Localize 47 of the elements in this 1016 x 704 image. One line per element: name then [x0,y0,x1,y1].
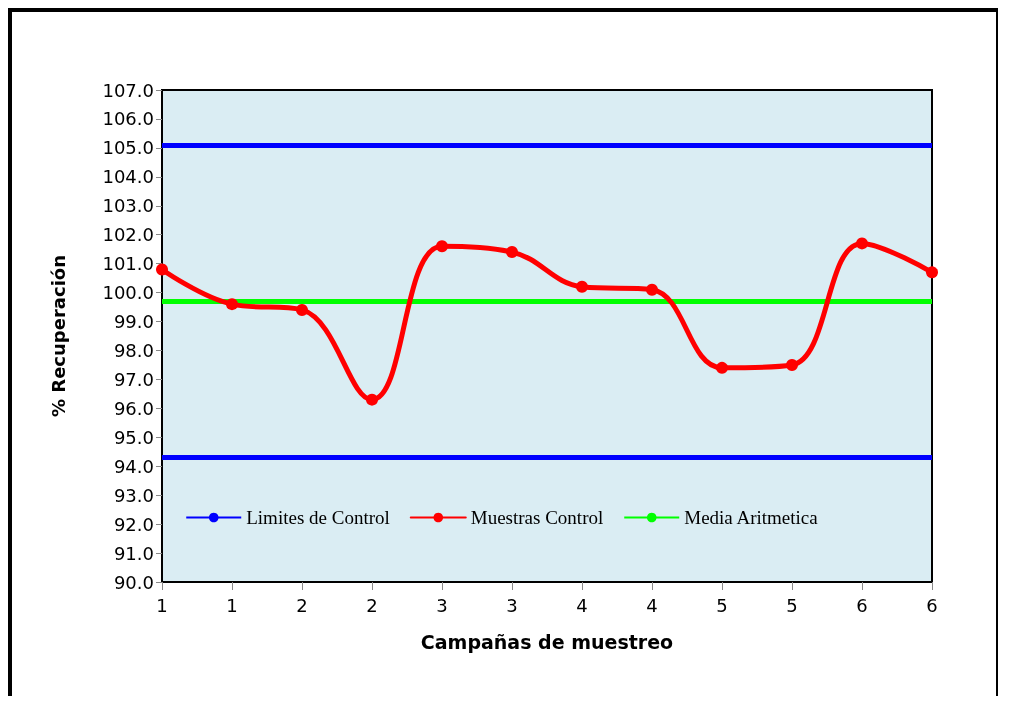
x-tick-label: 2 [366,594,378,616]
x-axis-title: Campañas de muestreo [420,630,674,653]
y-tick-label: 96.0 [113,397,154,419]
point [226,298,238,311]
x-tick-label: 5 [786,594,798,616]
x-tick-label: 6 [856,594,868,616]
y-tick-label: 103.0 [102,195,154,217]
x-tick-label: 2 [296,594,308,616]
y-tick-label: 104.0 [102,166,154,188]
point [156,263,168,276]
point [786,358,798,371]
y-tick-label: 93.0 [113,484,154,506]
y-tick-label: 94.0 [113,455,154,477]
y-tick-label: 97.0 [113,368,154,390]
point [436,240,448,253]
y-tick-label: 91.0 [113,542,154,564]
y-tick-label: 100.0 [102,282,154,304]
y-tick-label: 106.0 [102,108,154,130]
y-tick-label: 105.0 [102,137,154,159]
x-tick-label: 3 [436,594,448,616]
point [506,246,518,259]
y-tick-label: 95.0 [113,426,154,448]
y-tick-label: 90.0 [113,571,154,593]
x-tick-label: 5 [716,594,728,616]
y-tick-label: 92.0 [113,513,154,535]
legend-label: Muestras Control [470,507,604,528]
x-tick-label: 1 [156,594,168,616]
point [296,303,308,316]
y-tick-label: 101.0 [102,253,154,275]
x-tick-label: 4 [576,594,588,616]
x-tick-label: 1 [226,594,238,616]
y-tick-label: 99.0 [113,311,154,333]
y-axis-title: % Recuperación [47,255,69,417]
x-tick-label: 6 [926,594,938,616]
point [576,280,588,293]
y-tick-label: 102.0 [102,224,154,246]
y-tick-label: 107.0 [102,79,154,101]
point [856,237,868,250]
point [926,266,938,279]
x-tick-label: 4 [646,594,658,616]
legend-label: Limites de Control [246,507,390,528]
y-tick-label: 98.0 [113,339,154,361]
point [646,283,658,296]
x-tick-label: 3 [506,594,518,616]
point [366,393,378,406]
point [716,361,728,374]
legend-label: Media Aritmetica [684,507,819,528]
